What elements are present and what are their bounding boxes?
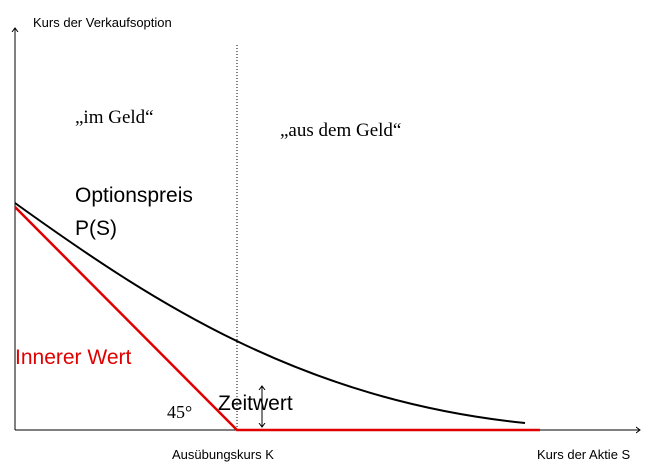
angle-label: 45°	[167, 402, 192, 422]
strike-label: Ausübungskurs K	[172, 447, 274, 462]
intrinsic-value-line	[14, 206, 540, 432]
region-label: „im Geld“	[75, 107, 154, 128]
x-axis-label: Kurs der Aktie S	[537, 447, 631, 462]
region-label: „aus dem Geld“	[280, 120, 401, 141]
curve-label: Zeitwert	[218, 392, 293, 415]
curve-label: Innerer Wert	[15, 346, 131, 369]
curve-label: P(S)	[75, 217, 117, 240]
option-price-curve	[14, 202, 526, 424]
y-axis-label: Kurs der Verkaufsoption	[33, 15, 172, 30]
curve-label: Optionspreis	[75, 184, 193, 207]
